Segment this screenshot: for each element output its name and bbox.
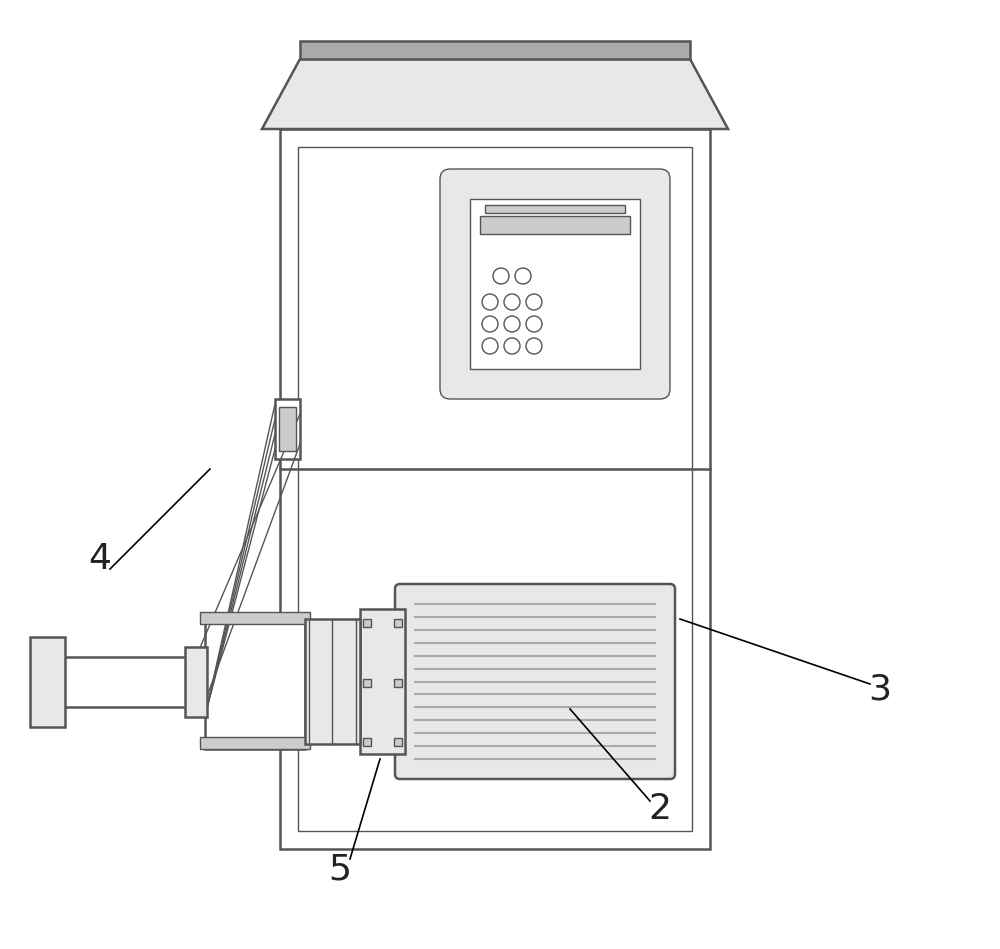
Circle shape (526, 294, 542, 310)
Bar (60, 657, 205, 707)
Text: 3: 3 (868, 672, 892, 706)
Bar (363, 679, 371, 687)
Circle shape (493, 268, 509, 284)
Polygon shape (262, 59, 728, 129)
Circle shape (526, 338, 542, 354)
Circle shape (482, 294, 498, 310)
Text: 4: 4 (88, 542, 112, 576)
Circle shape (515, 268, 531, 284)
Bar (205, 614, 305, 749)
Bar (280, 129, 710, 849)
Bar (394, 619, 402, 627)
Circle shape (482, 316, 498, 332)
Bar (394, 738, 402, 746)
Bar (305, 619, 360, 744)
Bar (185, 647, 207, 717)
Circle shape (482, 338, 498, 354)
Bar (300, 41, 690, 59)
FancyBboxPatch shape (440, 169, 670, 399)
FancyBboxPatch shape (395, 584, 675, 779)
Text: 2: 2 (648, 792, 672, 826)
Circle shape (504, 338, 520, 354)
Bar (298, 147, 692, 831)
Bar (200, 737, 310, 749)
Bar (279, 407, 296, 451)
Circle shape (504, 316, 520, 332)
Bar (480, 216, 630, 234)
Bar (363, 619, 371, 627)
Circle shape (504, 294, 520, 310)
Bar (275, 399, 300, 459)
Bar (394, 679, 402, 687)
Bar (485, 205, 625, 213)
Bar (30, 637, 65, 727)
Bar (470, 199, 640, 369)
Bar (360, 609, 405, 754)
Text: 5: 5 (328, 852, 352, 886)
Bar (200, 612, 310, 624)
Bar (363, 738, 371, 746)
Circle shape (526, 316, 542, 332)
